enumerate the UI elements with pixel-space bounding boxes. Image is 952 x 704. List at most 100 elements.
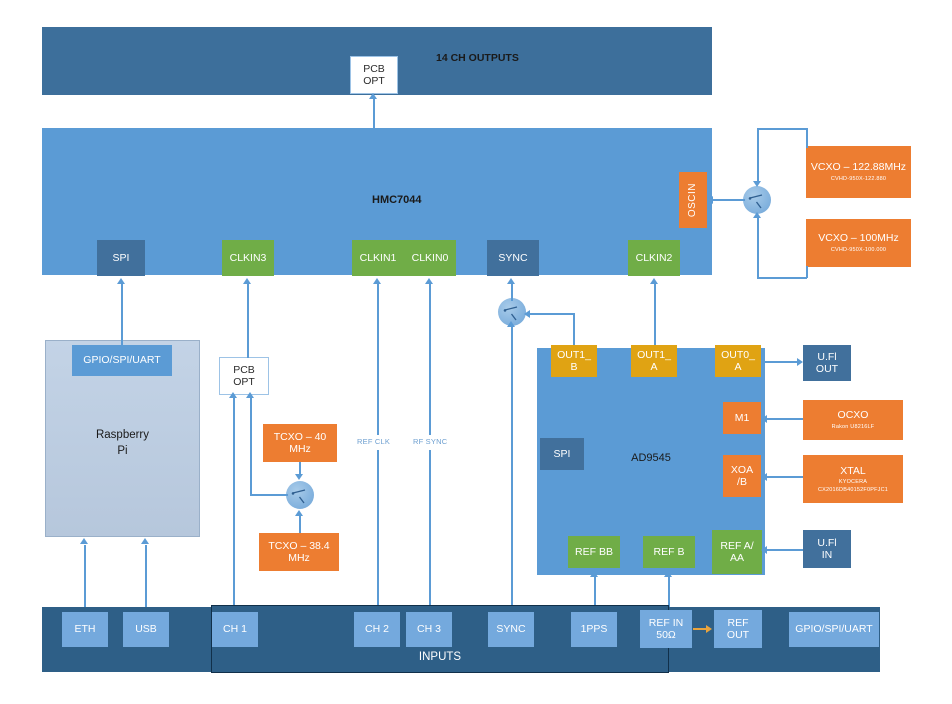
vcxo-122-part: CVHD-950X-122.880 xyxy=(830,176,887,183)
arrow-up-rpi-usb xyxy=(141,538,149,544)
raspberry-pi-label-line2: Pi xyxy=(117,445,128,457)
hmc-port-clkin3-label: CLKIN3 xyxy=(229,251,267,264)
rpi-port-gpio-spi-uart[interactable]: GPIO/SPI/UART xyxy=(72,345,172,376)
pcb-opt-top[interactable]: PCB OPT xyxy=(350,56,398,94)
tcxo-40mhz-block[interactable]: TCXO – 40 MHz xyxy=(263,424,337,462)
wire-tcxo40-down xyxy=(299,462,301,476)
bottom-port-ch3-label: CH 3 xyxy=(417,623,441,636)
hmc-port-spi[interactable]: SPI xyxy=(97,240,145,276)
vcxo-122-block[interactable]: VCXO – 122.88MHz CVHD-950X-122.880 xyxy=(806,146,911,198)
ufl-out-connector[interactable]: U.Fl OUT xyxy=(803,345,851,381)
ad9545-port-ref-a-l2: AA xyxy=(729,552,744,564)
wire-ch3-to-clkin0-lower xyxy=(429,450,431,612)
tcxo-38mhz-line2: MHz xyxy=(288,552,310,564)
bottom-port-sync[interactable]: SYNC xyxy=(488,612,534,647)
pcb-opt-mid-line1: PCB xyxy=(233,363,255,376)
arrow-right-uflout xyxy=(797,358,803,366)
ad9545-port-ref-b[interactable]: REF B xyxy=(643,536,695,568)
bottom-port-ref-out-l2: OUT xyxy=(726,629,750,641)
hmc7044-label: HMC7044 xyxy=(372,194,422,206)
wire-refin-to-refb xyxy=(668,576,670,612)
bottom-port-ref-out[interactable]: REF OUT xyxy=(714,610,762,648)
hmc-port-clkin3[interactable]: CLKIN3 xyxy=(222,240,274,276)
bottom-port-gpio-spi-uart[interactable]: GPIO/SPI/UART xyxy=(789,612,879,647)
wire-ocxo-to-m1 xyxy=(767,418,803,420)
wire-vcxo122-top xyxy=(757,128,807,130)
hmc-port-clkin2-label: CLKIN2 xyxy=(635,251,673,264)
pcb-opt-top-line2: OPT xyxy=(363,75,385,87)
hmc-port-clkin1[interactable]: CLKIN1 xyxy=(352,240,404,276)
bottom-port-ch1[interactable]: CH 1 xyxy=(212,612,258,647)
ufl-out-l2: OUT xyxy=(815,363,839,375)
arrow-right-refout xyxy=(706,625,712,633)
wire-syncin-to-switch xyxy=(511,326,513,612)
hmc-port-spi-label: SPI xyxy=(112,251,130,264)
wire-1pps-to-refbb xyxy=(594,576,596,612)
bottom-port-ch3[interactable]: CH 3 xyxy=(406,612,452,647)
arrow-left-sync-switch xyxy=(524,310,530,318)
pcb-opt-mid-line2: OPT xyxy=(233,376,255,388)
tcxo-38mhz-block[interactable]: TCXO – 38.4 MHz xyxy=(259,533,339,571)
ad9545-port-xoa-b[interactable]: XOA /B xyxy=(723,455,761,497)
wire-xtal-to-xoa xyxy=(767,476,803,478)
xtal-brand: KYOCERA xyxy=(838,479,868,486)
bottom-port-ref-out-l1: REF xyxy=(727,616,749,629)
net-label-rf-sync: RF SYNC xyxy=(413,437,448,446)
ad9545-port-out1-b[interactable]: OUT1_ B xyxy=(551,345,597,377)
ad9545-port-ref-a-aa[interactable]: REF A/ AA xyxy=(712,530,762,574)
hmc-port-clkin0-label: CLKIN0 xyxy=(411,251,449,264)
ad9545-port-spi-label: SPI xyxy=(553,447,571,460)
bottom-port-usb[interactable]: USB xyxy=(123,612,169,647)
ad9545-port-ref-b-label: REF B xyxy=(653,545,685,558)
wire-pcbopt-to-clkin3 xyxy=(247,283,249,358)
bottom-port-ch2[interactable]: CH 2 xyxy=(354,612,400,647)
ad9545-port-xoa-l1: XOA xyxy=(730,463,754,476)
arrow-up-clkin0 xyxy=(425,278,433,284)
ufl-in-connector[interactable]: U.Fl IN xyxy=(803,530,851,568)
bottom-port-ref-in[interactable]: REF IN 50Ω xyxy=(640,610,692,648)
hmc-port-oscin-label: OSCIN xyxy=(687,182,699,218)
ad9545-port-spi[interactable]: SPI xyxy=(540,438,584,470)
ad9545-port-out0-a-l1: OUT0_ xyxy=(721,348,755,361)
ad9545-port-m1[interactable]: M1 xyxy=(723,402,761,434)
bottom-port-eth-label: ETH xyxy=(74,623,96,636)
hmc-port-clkin1-label: CLKIN1 xyxy=(359,251,397,264)
ad9545-port-out0-a[interactable]: OUT0_ A xyxy=(715,345,761,377)
wire-vcxo100-bottom xyxy=(757,277,807,279)
ad9545-port-out1-a-l2: A xyxy=(650,361,658,373)
vcxo-100-block[interactable]: VCXO – 100MHz CVHD-950X-100.000 xyxy=(806,219,911,267)
hmc-port-clkin0[interactable]: CLKIN0 xyxy=(404,240,456,276)
xtal-block[interactable]: XTAL KYOCERA CX2016DB40152F0PFJC1 xyxy=(803,455,903,503)
hmc-port-clkin2[interactable]: CLKIN2 xyxy=(628,240,680,276)
tcxo-selector-switch[interactable] xyxy=(286,481,314,509)
tcxo-40mhz-line2: MHz xyxy=(289,443,311,455)
wire-eth-to-rpi xyxy=(84,545,86,612)
ocxo-label: OCXO xyxy=(837,409,869,422)
rpi-port-gpio-label: GPIO/SPI/UART xyxy=(83,354,161,367)
pcb-opt-mid[interactable]: PCB OPT xyxy=(219,357,269,395)
wire-out0a-to-uflout xyxy=(761,361,799,363)
bottom-port-sync-label: SYNC xyxy=(496,623,526,636)
vcxo-selector-switch[interactable] xyxy=(743,186,771,214)
ad9545-label: AD9545 xyxy=(631,452,671,464)
bottom-port-usb-label: USB xyxy=(135,623,157,636)
arrow-up-tcxo-switch xyxy=(295,510,303,516)
wire-vcxo122-down xyxy=(806,128,808,148)
wire-refin-to-refout xyxy=(693,628,709,630)
wire-ch1-to-pcbopt xyxy=(233,397,235,612)
wire-out1b-up xyxy=(573,313,575,353)
bottom-port-1pps[interactable]: 1PPS xyxy=(571,612,617,647)
net-label-ref-clk: REF CLK xyxy=(357,437,391,446)
ad9545-port-out0-a-l2: A xyxy=(734,361,742,373)
ad9545-port-ref-bb[interactable]: REF BB xyxy=(568,536,620,568)
hmc-port-sync[interactable]: SYNC xyxy=(487,240,539,276)
ad9545-port-out1-b-l1: OUT1_ xyxy=(557,348,591,361)
arrow-up-hmc-spi xyxy=(117,278,125,284)
arrow-up-refb xyxy=(664,571,672,577)
bottom-port-eth[interactable]: ETH xyxy=(62,612,108,647)
ocxo-block[interactable]: OCXO Rakon U8216LF xyxy=(803,400,903,440)
ad9545-port-m1-label: M1 xyxy=(734,411,750,424)
ad9545-port-out1-a[interactable]: OUT1_ A xyxy=(631,345,677,377)
hmc-port-oscin[interactable]: OSCIN xyxy=(679,172,707,228)
